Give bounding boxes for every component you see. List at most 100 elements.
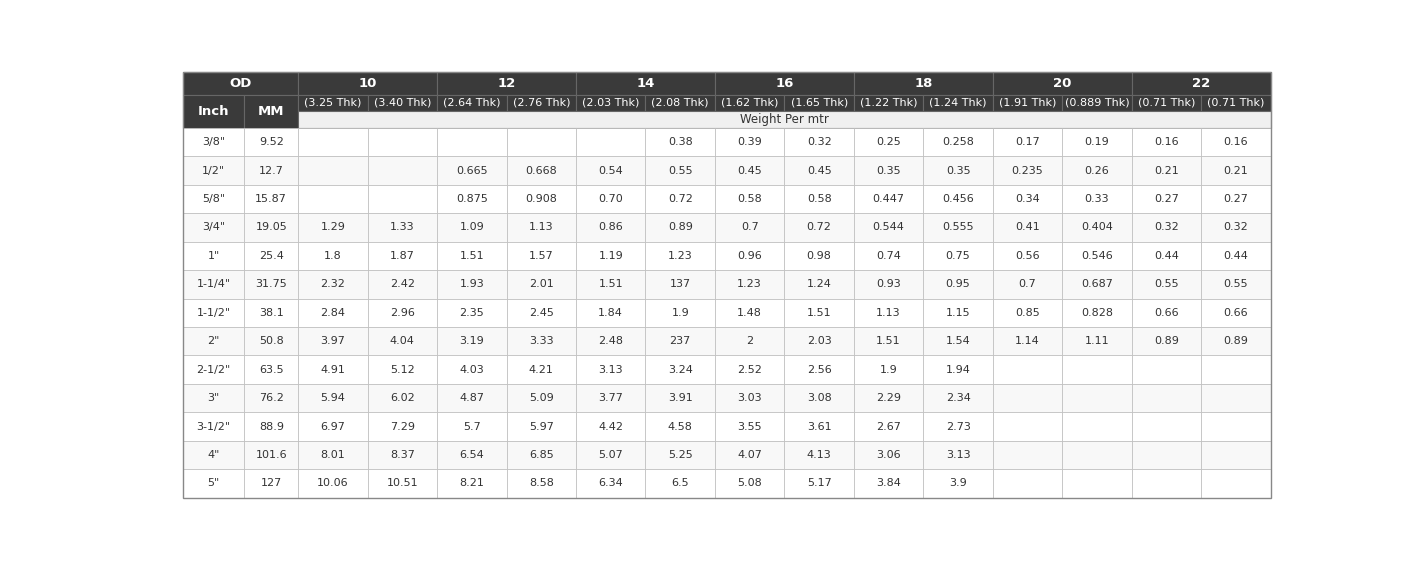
Bar — [1062, 384, 1132, 412]
Bar — [784, 440, 854, 469]
Bar — [1062, 327, 1132, 355]
Text: 2.45: 2.45 — [529, 308, 553, 318]
Text: 0.55: 0.55 — [1154, 279, 1178, 289]
Bar — [298, 156, 367, 185]
Text: 1-1/4": 1-1/4" — [197, 279, 231, 289]
Text: 6.34: 6.34 — [598, 478, 623, 488]
Text: 0.25: 0.25 — [876, 137, 900, 147]
Text: 8.21: 8.21 — [459, 478, 485, 488]
Text: 3.9: 3.9 — [949, 478, 967, 488]
Bar — [1201, 298, 1271, 327]
Text: 0.544: 0.544 — [872, 222, 905, 232]
Text: 3/8": 3/8" — [201, 137, 225, 147]
Text: 1.14: 1.14 — [1015, 336, 1039, 346]
Text: 1/2": 1/2" — [201, 165, 225, 175]
Bar — [993, 213, 1062, 241]
Text: 0.35: 0.35 — [876, 165, 900, 175]
Text: 0.85: 0.85 — [1015, 308, 1039, 318]
Text: 5.17: 5.17 — [807, 478, 831, 488]
Bar — [506, 213, 576, 241]
Text: 1.93: 1.93 — [459, 279, 484, 289]
Text: 4.07: 4.07 — [737, 450, 761, 460]
Text: 6.5: 6.5 — [671, 478, 689, 488]
Text: 4.87: 4.87 — [459, 393, 485, 403]
Bar — [576, 384, 645, 412]
Bar — [1132, 95, 1201, 111]
Text: (2.03 Thk): (2.03 Thk) — [581, 98, 640, 108]
Text: 1.48: 1.48 — [737, 308, 761, 318]
Bar — [437, 298, 506, 327]
Bar — [854, 156, 923, 185]
Bar — [576, 270, 645, 298]
Text: 2.56: 2.56 — [807, 364, 831, 374]
Text: 3.33: 3.33 — [529, 336, 553, 346]
Bar — [993, 412, 1062, 440]
Bar — [784, 241, 854, 270]
Text: 1.33: 1.33 — [390, 222, 414, 232]
Text: 3.91: 3.91 — [668, 393, 692, 403]
Text: 1.24: 1.24 — [807, 279, 831, 289]
Text: 76.2: 76.2 — [259, 393, 284, 403]
Text: 4.03: 4.03 — [459, 364, 484, 374]
Bar — [923, 384, 993, 412]
Text: 50.8: 50.8 — [259, 336, 284, 346]
Text: (0.71 Thk): (0.71 Thk) — [1137, 98, 1195, 108]
Bar — [1132, 156, 1201, 185]
Text: 5/8": 5/8" — [201, 194, 225, 204]
Text: 0.96: 0.96 — [737, 251, 761, 261]
Bar — [367, 469, 437, 497]
Text: 0.38: 0.38 — [668, 137, 692, 147]
Text: 88.9: 88.9 — [258, 421, 284, 431]
Bar — [506, 241, 576, 270]
Bar — [244, 95, 298, 128]
Text: 1.13: 1.13 — [876, 308, 900, 318]
Text: 0.75: 0.75 — [946, 251, 970, 261]
Bar — [576, 412, 645, 440]
Text: 0.98: 0.98 — [807, 251, 831, 261]
Bar — [1201, 270, 1271, 298]
Bar — [367, 270, 437, 298]
Bar — [923, 95, 993, 111]
Text: 2.84: 2.84 — [320, 308, 346, 318]
Bar — [993, 270, 1062, 298]
Bar — [923, 185, 993, 213]
Bar — [183, 469, 244, 497]
Text: 1.51: 1.51 — [807, 308, 831, 318]
Bar — [437, 128, 506, 156]
Text: 4.91: 4.91 — [320, 364, 346, 374]
Bar — [244, 327, 298, 355]
Text: 1.8: 1.8 — [323, 251, 342, 261]
Text: 3-1/2": 3-1/2" — [197, 421, 231, 431]
Text: 1.57: 1.57 — [529, 251, 553, 261]
Bar — [645, 128, 715, 156]
Bar — [298, 95, 367, 111]
Bar — [437, 327, 506, 355]
Text: 5.97: 5.97 — [529, 421, 553, 431]
Text: 1.11: 1.11 — [1085, 336, 1109, 346]
Bar — [1201, 241, 1271, 270]
Bar — [784, 384, 854, 412]
Text: 2.42: 2.42 — [390, 279, 415, 289]
Bar — [244, 241, 298, 270]
Text: OD: OD — [230, 77, 251, 90]
Text: (3.40 Thk): (3.40 Thk) — [374, 98, 431, 108]
Bar — [506, 327, 576, 355]
Text: (2.08 Thk): (2.08 Thk) — [651, 98, 709, 108]
Bar — [183, 327, 244, 355]
Bar — [298, 469, 367, 497]
Bar — [645, 95, 715, 111]
Text: 1.51: 1.51 — [459, 251, 484, 261]
Bar — [923, 270, 993, 298]
Text: 3.61: 3.61 — [807, 421, 831, 431]
Bar — [993, 241, 1062, 270]
Bar — [1132, 213, 1201, 241]
Bar — [1132, 298, 1201, 327]
Text: 0.74: 0.74 — [876, 251, 900, 261]
Bar — [715, 469, 784, 497]
Text: 19.05: 19.05 — [255, 222, 286, 232]
Bar — [437, 270, 506, 298]
Bar — [1062, 355, 1132, 384]
Text: (1.22 Thk): (1.22 Thk) — [859, 98, 917, 108]
Bar — [715, 440, 784, 469]
Bar — [784, 185, 854, 213]
